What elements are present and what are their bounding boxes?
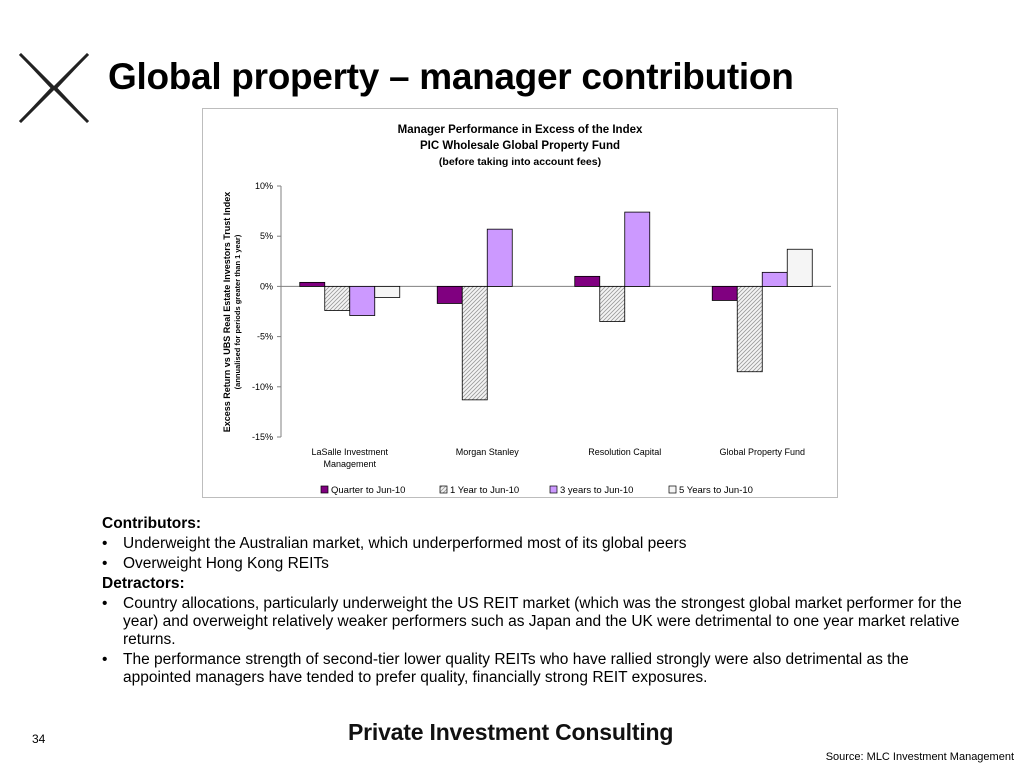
chart-title-line: Manager Performance in Excess of the Ind… [398,124,643,136]
bar [486,228,513,287]
bar [711,285,738,301]
source-note: Source: MLC Investment Management [825,751,1014,763]
bar [299,281,326,287]
bar [461,285,488,401]
y-tick-label: 10% [255,181,273,191]
legend-swatch [549,485,558,494]
bar [574,275,601,287]
category-label: Morgan Stanley [456,447,520,457]
contributor-text: Underweight the Australian market, which… [123,535,687,552]
bullet-glyph: • [102,555,108,572]
category-label: Resolution Capital [588,447,661,457]
legend-swatch [668,485,677,494]
chart-title: Manager Performance in Excess of the Ind… [398,124,643,168]
legend-swatch [320,485,329,494]
bar [349,285,376,316]
y-axis-title: Excess Return vs UBS Real Estate Investo… [222,192,232,433]
legend-label: 5 Years to Jun-10 [679,485,753,496]
detractor-item: • The performance strength of second-tier… [102,651,962,687]
chart-title-line: (before taking into account fees) [439,156,601,168]
chart-bars [299,211,813,401]
bar [374,285,401,298]
y-axis-label: Excess Return vs UBS Real Estate Investo… [222,192,242,433]
bar [324,285,351,311]
category-labels: LaSalle Investment Management Morgan Stanl… [311,447,805,469]
commentary: Contributors: • Underweight the Australia… [102,515,962,689]
category-label: Global Property Fund [719,447,805,457]
chart-legend: Quarter to Jun-10 1 Year to Jun-10 3 years… [320,485,753,496]
legend-swatch [439,485,448,494]
brand-logo-text: Private Investment Consulting [348,719,674,745]
detractor-text: The performance strength of second-tier … [123,651,909,686]
contributor-item: • Underweight the Australian market, whic… [102,535,962,553]
detractor-text: Country allocations, particularly underw… [123,595,962,648]
contributor-item: • Overweight Hong Kong REITs [102,555,962,573]
y-tick-label: -10% [252,382,273,392]
bullet-glyph: • [102,535,108,552]
chart-panel: Manager Performance in Excess of the Ind… [202,108,838,498]
y-tick-label: -5% [257,332,273,342]
page-title: Global property – manager contribution [108,56,794,97]
bar [736,285,763,373]
bar [599,285,626,322]
detractor-item: • Country allocations, particularly under… [102,595,962,649]
bar [624,211,651,287]
bar [436,285,463,304]
y-tick-label: 5% [260,231,273,241]
bar-chart: Manager Performance in Excess of the Ind… [222,124,831,496]
contributors-heading: Contributors: [102,515,202,532]
bullet-glyph: • [102,595,108,612]
y-tick-label: -15% [252,432,273,442]
bullet-glyph: • [102,651,108,668]
contributor-text: Overweight Hong Kong REITs [123,555,329,572]
legend-label: 3 years to Jun-10 [560,485,633,496]
y-axis-subtitle: (annualised for periods greater than 1 y… [233,234,242,389]
bar [786,248,813,287]
legend-label: Quarter to Jun-10 [331,485,405,496]
chart-title-line: PIC Wholesale Global Property Fund [420,140,620,152]
detractors-heading: Detractors: [102,575,185,592]
bar [761,271,788,287]
category-label: LaSalle Investment [311,447,388,457]
category-label: Management [323,459,376,469]
legend-label: 1 Year to Jun-10 [450,485,519,496]
page-number: 34 [32,732,46,746]
y-tick-label: 0% [260,281,273,291]
x-cross-logo-icon [18,52,90,124]
